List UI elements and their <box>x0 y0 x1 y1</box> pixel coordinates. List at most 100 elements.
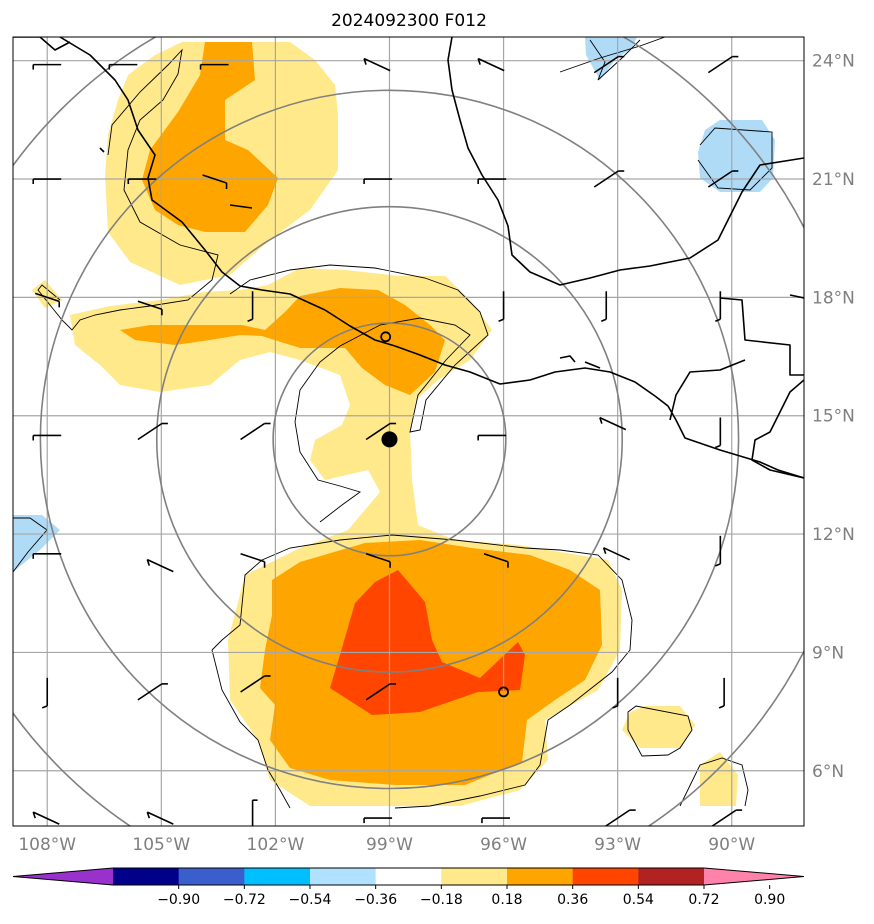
wind-barb <box>363 57 391 72</box>
range-ring-0 <box>272 322 507 557</box>
wind-barb <box>202 174 228 190</box>
colorbar-tick-label: 0.36 <box>557 892 588 908</box>
contour-center <box>229 264 489 523</box>
wind-barb <box>240 675 271 693</box>
wind-barb <box>498 291 505 323</box>
coastline-islands <box>99 147 601 369</box>
wind-barbs <box>32 55 743 826</box>
storm-center-marker <box>381 431 398 448</box>
wind-barb <box>483 552 509 568</box>
contour-lines <box>13 37 773 809</box>
wind-barb <box>146 558 174 573</box>
colorbar-tick-label: 0.54 <box>623 892 654 908</box>
wind-barb <box>137 683 168 701</box>
colorbar-segment <box>507 868 574 885</box>
colorbar-segment <box>113 868 180 885</box>
wind-barb <box>715 417 722 449</box>
lat-tick-label: 9°N <box>812 643 844 663</box>
wind-barb <box>32 434 62 441</box>
chart-title: 2024092300 F012 <box>331 11 487 31</box>
wind-barb <box>477 434 507 441</box>
station-marker-0 <box>380 331 392 343</box>
colorbar-segment <box>244 868 311 885</box>
wind-barb <box>605 809 636 826</box>
wind-barb <box>32 552 62 559</box>
lat-tick-label: 21°N <box>812 170 855 190</box>
lon-tick-label: 108°W <box>18 835 76 855</box>
map-area <box>13 37 804 826</box>
colorbar-segment <box>178 868 245 885</box>
contour-south <box>211 534 633 809</box>
wind-barb <box>199 63 229 70</box>
wind-barb <box>477 57 505 72</box>
colorbar-tick-label: −0.36 <box>354 892 397 908</box>
wind-barb <box>365 422 397 441</box>
wind-barb <box>711 809 743 826</box>
contour-ne-line <box>559 37 666 73</box>
wind-barb <box>32 63 62 70</box>
wind-barb <box>707 55 739 74</box>
field-south-red <box>330 570 525 715</box>
longitude-tick-labels: 108°W 105°W 102°W 99°W 96°W 93°W 90°W <box>18 835 755 855</box>
latitude-tick-labels: 6°N 9°N 12°N 15°N 18°N 21°N 24°N <box>812 52 855 782</box>
lat-tick-label: 12°N <box>812 525 855 545</box>
range-rings <box>13 37 804 826</box>
wind-barb <box>715 535 722 567</box>
field-negative <box>13 37 775 572</box>
wind-barb <box>707 170 739 188</box>
colorbar-tick-label: −0.54 <box>289 892 332 908</box>
wind-barb <box>715 291 722 323</box>
lon-tick-label: 102°W <box>247 835 305 855</box>
wind-barb <box>365 683 397 701</box>
range-ring-1 <box>155 205 624 673</box>
wind-barb <box>251 799 258 826</box>
colorbar-segment <box>375 868 442 885</box>
wind-barb <box>718 677 725 709</box>
colorbar-tick-label: −0.90 <box>157 892 200 908</box>
wind-barb <box>365 552 391 568</box>
wind-barb <box>137 300 163 316</box>
field-north-orange <box>142 42 278 232</box>
lon-tick-label: 99°W <box>366 835 413 855</box>
wind-barb <box>146 811 174 825</box>
contour-southwest <box>211 649 291 809</box>
lon-tick-label: 90°W <box>708 835 755 855</box>
wind-barb <box>240 422 271 441</box>
wind-barb <box>108 63 138 70</box>
colorbar-segment <box>638 868 705 885</box>
colorbar-segment <box>572 868 639 885</box>
wind-barb <box>41 677 49 709</box>
contour-southeast <box>627 705 693 757</box>
colorbar-outline <box>12 867 805 886</box>
coastlines <box>13 37 804 479</box>
wind-barb <box>481 817 510 824</box>
colorbar-tick-label: 0.18 <box>491 892 522 908</box>
wind-barb <box>600 291 608 323</box>
wind-barb <box>477 178 507 185</box>
wind-barb <box>599 416 627 431</box>
wind-barb <box>137 422 168 441</box>
field-east-blue <box>698 120 775 192</box>
contour-east-blue <box>697 127 773 191</box>
lat-tick-label: 6°N <box>812 762 844 782</box>
wind-barb <box>363 178 393 185</box>
lon-tick-label: 93°W <box>594 835 641 855</box>
contour-ne-blue <box>589 39 641 81</box>
lat-tick-label: 18°N <box>812 288 855 308</box>
lat-tick-label: 15°N <box>812 407 855 427</box>
coastline-baja <box>13 37 71 51</box>
colorbar-extend-low <box>13 868 113 885</box>
wind-barb <box>593 55 625 74</box>
field-southeast-light <box>622 706 695 748</box>
colorbar-tick-label: 0.90 <box>754 892 785 908</box>
wind-barb <box>363 817 393 824</box>
field-0.54 <box>330 570 525 715</box>
field-west-blue <box>13 515 60 572</box>
wind-barb <box>593 170 625 188</box>
coastline-central-america <box>669 359 804 479</box>
station-marker-1 <box>498 686 509 698</box>
lon-tick-label: 105°W <box>132 835 190 855</box>
colorbar-tick-label: −0.18 <box>420 892 463 908</box>
coastline-gulf <box>447 37 804 286</box>
